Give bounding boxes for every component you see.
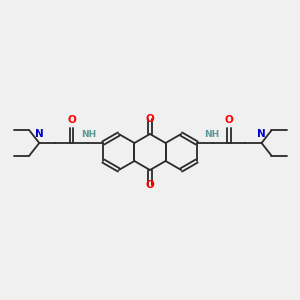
Text: O: O xyxy=(225,115,233,125)
Text: O: O xyxy=(146,180,154,190)
Text: O: O xyxy=(67,115,76,125)
Text: NH: NH xyxy=(204,130,220,139)
Text: NH: NH xyxy=(81,130,97,139)
Text: N: N xyxy=(257,129,266,139)
Text: O: O xyxy=(146,114,154,124)
Text: N: N xyxy=(35,129,44,139)
